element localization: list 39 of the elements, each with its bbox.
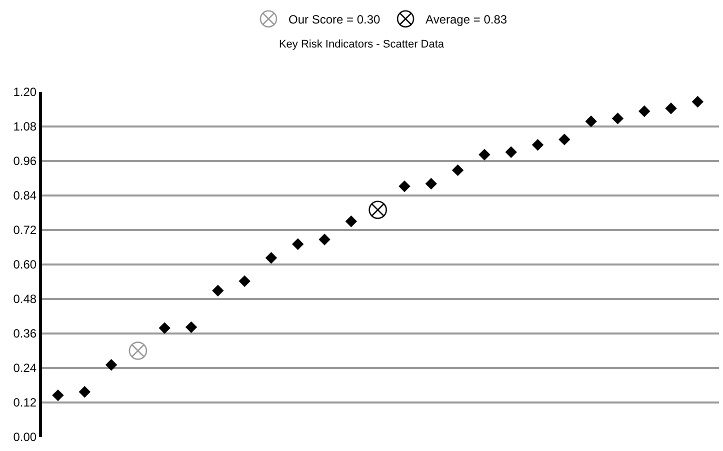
point	[478, 148, 490, 161]
legend-label: Average = 0.83	[426, 12, 508, 27]
point	[612, 112, 624, 124]
y-tick-label: 0.36	[13, 326, 37, 341]
point	[318, 234, 330, 246]
point	[238, 275, 250, 288]
y-tick-label: 0.48	[13, 292, 37, 306]
point	[585, 115, 597, 128]
point	[425, 178, 437, 190]
point	[212, 284, 224, 297]
y-tick-label: 0.72	[13, 223, 37, 238]
point	[452, 164, 464, 176]
y-tick-label: 0.96	[13, 154, 37, 168]
point	[128, 342, 148, 360]
point	[665, 102, 677, 114]
chart-title: Key Risk Indicators - Scatter Data	[278, 38, 445, 50]
point	[78, 386, 90, 398]
point	[638, 105, 650, 118]
point	[158, 322, 170, 334]
point	[105, 358, 118, 371]
point	[692, 96, 704, 108]
point	[558, 134, 570, 146]
point	[265, 252, 278, 264]
legend-label: Our Score = 0.30	[288, 12, 381, 27]
point	[368, 200, 387, 220]
y-tick-label: 0.84	[13, 188, 37, 203]
point	[532, 139, 544, 151]
y-tick-label: 1.08	[13, 120, 37, 134]
point	[505, 146, 517, 158]
point	[185, 321, 198, 334]
point	[52, 389, 64, 402]
y-tick-label: 0.12	[13, 396, 37, 410]
y-tick-label: 1.20	[13, 85, 37, 100]
y-tick-label: 0.00	[13, 430, 37, 444]
point	[292, 238, 304, 250]
point	[345, 216, 358, 228]
point	[398, 180, 410, 192]
y-tick-label: 0.60	[13, 258, 37, 272]
y-tick-label: 0.24	[13, 361, 37, 376]
